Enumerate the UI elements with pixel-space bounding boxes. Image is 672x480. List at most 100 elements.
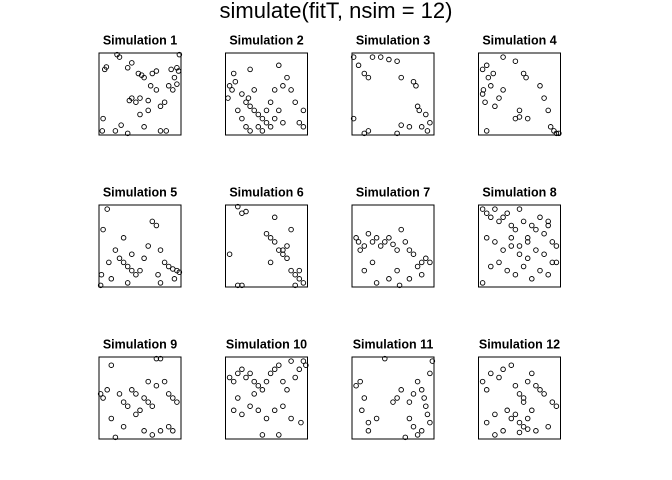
point [280, 251, 286, 257]
point [529, 407, 535, 414]
point [112, 247, 119, 253]
point [230, 378, 237, 385]
point [176, 51, 183, 58]
point [410, 78, 417, 85]
point [271, 407, 278, 414]
point [524, 235, 531, 241]
point [165, 423, 172, 430]
point [296, 366, 303, 373]
point [280, 403, 286, 409]
point [488, 83, 494, 89]
point [149, 403, 156, 409]
point [504, 407, 510, 414]
point [157, 428, 164, 434]
panel: Simulation 10 [225, 337, 309, 440]
point [129, 60, 135, 66]
point [402, 239, 409, 245]
point [171, 74, 178, 81]
point [483, 235, 490, 241]
point [373, 280, 380, 286]
point [386, 235, 392, 241]
point [175, 68, 182, 74]
point [226, 83, 233, 89]
point [406, 124, 413, 130]
point [427, 419, 433, 426]
point [553, 403, 560, 409]
point [355, 62, 362, 69]
point [243, 374, 249, 381]
point [296, 276, 303, 282]
point [288, 358, 294, 364]
point [276, 107, 282, 114]
point [418, 124, 425, 130]
point [235, 107, 241, 114]
point [533, 247, 539, 253]
point [537, 387, 543, 393]
point [524, 378, 531, 385]
point [108, 276, 115, 282]
point [157, 355, 164, 362]
point [529, 370, 535, 377]
point [480, 87, 487, 93]
point [500, 54, 506, 60]
point [170, 395, 176, 401]
point [523, 74, 529, 81]
point [410, 391, 417, 397]
point [398, 74, 404, 81]
point [406, 399, 413, 405]
point [225, 95, 231, 101]
point [361, 70, 368, 77]
point [145, 243, 151, 249]
point [174, 81, 180, 87]
point [427, 370, 433, 377]
point [135, 70, 142, 77]
point [386, 276, 392, 282]
point [133, 391, 139, 397]
point [247, 403, 253, 409]
point [174, 65, 180, 71]
panel-title: Simulation 10 [226, 337, 307, 351]
point [541, 391, 547, 397]
point [116, 255, 123, 262]
point [145, 107, 151, 114]
point [161, 259, 168, 266]
point [149, 218, 156, 225]
point [230, 70, 237, 77]
panel: Simulation 4 [478, 33, 562, 137]
point [124, 263, 131, 270]
main-title: simulate(fitT, nsim = 12) [220, 0, 453, 23]
point [292, 374, 298, 381]
point [549, 259, 556, 266]
point [512, 271, 519, 278]
point [251, 87, 257, 93]
point [398, 122, 404, 128]
point [479, 206, 486, 212]
point [303, 362, 309, 368]
point [516, 206, 523, 212]
point [108, 362, 115, 368]
point [116, 391, 123, 397]
panel: Simulation 11 [351, 337, 436, 441]
point [300, 107, 307, 114]
point [157, 103, 164, 110]
point [488, 214, 494, 221]
point [239, 411, 245, 418]
point [520, 70, 527, 77]
point [556, 130, 562, 137]
point [500, 366, 506, 373]
point [259, 128, 266, 134]
point [483, 210, 490, 216]
point [165, 263, 172, 270]
point [280, 247, 286, 253]
point [524, 415, 531, 422]
point [365, 419, 372, 426]
panel-title: Simulation 11 [353, 337, 434, 351]
point [537, 83, 543, 89]
point [413, 83, 419, 89]
point [529, 276, 535, 282]
point [508, 415, 515, 422]
point [508, 222, 515, 229]
point [524, 115, 531, 122]
point [300, 280, 307, 286]
